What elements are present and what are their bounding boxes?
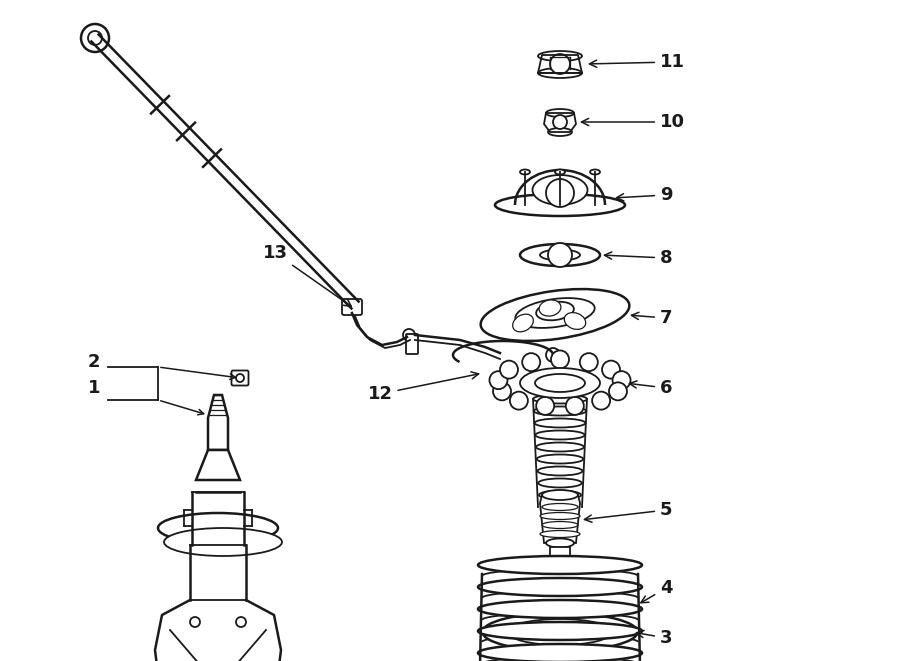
- Ellipse shape: [478, 600, 642, 618]
- Ellipse shape: [516, 298, 595, 328]
- Polygon shape: [208, 395, 228, 450]
- Polygon shape: [550, 547, 570, 570]
- Circle shape: [510, 391, 528, 410]
- Ellipse shape: [513, 314, 534, 332]
- Ellipse shape: [542, 504, 578, 510]
- Ellipse shape: [555, 169, 565, 175]
- Text: 2: 2: [87, 353, 100, 371]
- Ellipse shape: [533, 395, 587, 403]
- Circle shape: [602, 361, 620, 379]
- Polygon shape: [196, 450, 240, 480]
- Polygon shape: [540, 495, 580, 543]
- Circle shape: [553, 115, 567, 129]
- Circle shape: [551, 350, 569, 368]
- Text: 5: 5: [584, 501, 672, 522]
- Ellipse shape: [533, 175, 588, 205]
- FancyBboxPatch shape: [406, 334, 418, 354]
- Ellipse shape: [508, 619, 613, 645]
- Ellipse shape: [478, 556, 642, 574]
- Circle shape: [490, 371, 508, 389]
- Ellipse shape: [553, 567, 567, 573]
- Ellipse shape: [520, 244, 600, 266]
- Text: 13: 13: [263, 244, 351, 307]
- Text: 11: 11: [590, 53, 685, 71]
- Circle shape: [580, 353, 598, 371]
- Circle shape: [190, 617, 200, 627]
- Ellipse shape: [564, 313, 586, 329]
- Ellipse shape: [540, 512, 580, 520]
- Ellipse shape: [538, 68, 582, 78]
- Ellipse shape: [536, 301, 574, 321]
- Ellipse shape: [481, 289, 629, 341]
- Circle shape: [592, 391, 610, 410]
- Ellipse shape: [548, 128, 572, 136]
- Text: 6: 6: [629, 379, 672, 397]
- Circle shape: [236, 617, 246, 627]
- Ellipse shape: [539, 490, 581, 500]
- Ellipse shape: [478, 622, 642, 640]
- FancyBboxPatch shape: [342, 299, 362, 315]
- Circle shape: [613, 371, 631, 389]
- Circle shape: [236, 374, 244, 382]
- Ellipse shape: [478, 644, 642, 661]
- Ellipse shape: [536, 442, 584, 451]
- Text: 8: 8: [605, 249, 672, 267]
- Ellipse shape: [520, 368, 600, 398]
- Circle shape: [566, 397, 584, 415]
- Text: 12: 12: [367, 371, 479, 403]
- Ellipse shape: [538, 479, 581, 488]
- Circle shape: [548, 243, 572, 267]
- Ellipse shape: [536, 455, 583, 463]
- Circle shape: [546, 348, 560, 362]
- FancyBboxPatch shape: [231, 371, 248, 385]
- Ellipse shape: [534, 407, 586, 416]
- Circle shape: [81, 24, 109, 52]
- Text: 10: 10: [581, 113, 685, 131]
- Text: 3: 3: [636, 629, 672, 647]
- Ellipse shape: [478, 578, 642, 596]
- Circle shape: [550, 54, 570, 74]
- Ellipse shape: [546, 109, 574, 117]
- Ellipse shape: [164, 528, 282, 556]
- Circle shape: [546, 179, 574, 207]
- Circle shape: [609, 382, 627, 401]
- Ellipse shape: [538, 51, 582, 61]
- Ellipse shape: [520, 169, 530, 175]
- Ellipse shape: [482, 613, 637, 651]
- Text: 4: 4: [641, 579, 672, 603]
- Text: 9: 9: [616, 186, 672, 204]
- Circle shape: [536, 397, 554, 415]
- Ellipse shape: [537, 467, 582, 475]
- Ellipse shape: [495, 194, 625, 216]
- Ellipse shape: [542, 522, 578, 529]
- Circle shape: [493, 382, 511, 401]
- Circle shape: [88, 31, 102, 45]
- Ellipse shape: [535, 418, 586, 428]
- Ellipse shape: [590, 169, 600, 175]
- Circle shape: [522, 353, 540, 371]
- Ellipse shape: [542, 490, 578, 500]
- Text: 7: 7: [632, 309, 672, 327]
- Circle shape: [403, 329, 415, 341]
- Text: 1: 1: [87, 379, 100, 397]
- Ellipse shape: [536, 430, 585, 440]
- Ellipse shape: [539, 300, 561, 316]
- Ellipse shape: [158, 513, 278, 543]
- Ellipse shape: [546, 539, 574, 547]
- Ellipse shape: [540, 249, 580, 260]
- Circle shape: [500, 361, 518, 379]
- Ellipse shape: [535, 374, 585, 392]
- Ellipse shape: [540, 531, 580, 537]
